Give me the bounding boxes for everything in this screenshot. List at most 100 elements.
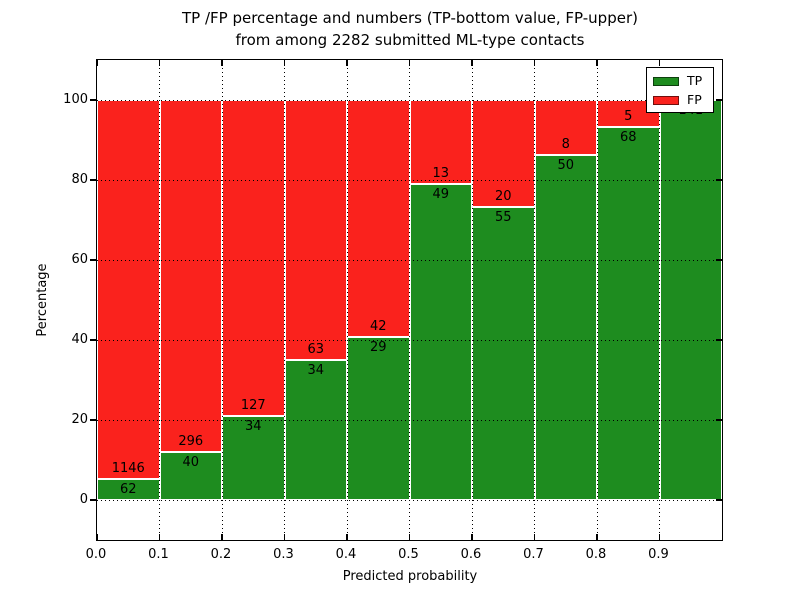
x-tick-mark: [471, 534, 473, 540]
horizontal-gridline: [97, 99, 722, 101]
tp-bar-segment: [597, 127, 660, 500]
tp-count-label: 34: [307, 362, 325, 378]
x-tick-mark: [533, 534, 536, 540]
y-tick-mark: [90, 259, 96, 261]
x-tick-mark-top: [283, 60, 286, 66]
y-tick-mark: [90, 99, 96, 101]
x-tick-mark: [346, 534, 348, 540]
tp-bar-segment: [222, 415, 285, 500]
x-tick-mark-top: [96, 60, 98, 66]
fp-count-label: 13: [432, 165, 450, 181]
x-tick-mark: [408, 534, 411, 540]
y-tick-label: 60: [71, 252, 88, 267]
legend: TP FP: [646, 67, 714, 113]
x-tick-mark-top: [471, 60, 473, 66]
horizontal-gridline: [97, 259, 722, 261]
vertical-gridline: [221, 60, 223, 540]
x-tick-mark: [596, 534, 598, 540]
vertical-gridline: [534, 60, 535, 540]
vertical-gridline: [346, 60, 348, 540]
tp-count-label: 40: [182, 455, 200, 471]
y-tick-label: 40: [71, 332, 88, 347]
y-tick-label: 20: [71, 412, 88, 427]
tp-legend-swatch: [653, 76, 679, 86]
legend-item: TP: [653, 73, 707, 89]
vertical-gridline: [471, 60, 473, 540]
x-tick-mark: [283, 534, 286, 540]
x-tick-mark: [658, 534, 661, 540]
fp-count-label: 8: [561, 137, 570, 153]
fp-count-label: 127: [240, 397, 266, 413]
y-tick-mark: [90, 419, 96, 421]
vertical-gridline: [659, 60, 660, 540]
x-tick-mark-top: [158, 60, 161, 66]
horizontal-gridline: [97, 419, 722, 421]
x-tick-label: 0.8: [585, 547, 607, 562]
x-tick-mark-top: [658, 60, 661, 66]
fp-count-label: 63: [307, 341, 325, 357]
x-tick-mark-top: [596, 60, 598, 66]
legend-label: TP: [687, 73, 703, 88]
vertical-gridline: [596, 60, 598, 540]
tp-count-label: 49: [432, 186, 450, 202]
tp-bar-segment: [284, 359, 347, 500]
fp-bar-segment: [159, 100, 222, 453]
chart-title-line2: from among 2282 submitted ML-type contac…: [235, 31, 585, 49]
horizontal-gridline: [97, 339, 722, 341]
vertical-gridline: [159, 60, 160, 540]
fp-count-label: 296: [178, 434, 204, 450]
y-tick-label: 0: [79, 492, 88, 507]
plot-area: 1146622964012734633442291349205585056814…: [90, 59, 723, 541]
x-tick-label: 0.2: [210, 547, 232, 562]
fp-bar-segment: [347, 100, 410, 337]
tp-bar-segment: [159, 452, 222, 500]
fp-count-label: 1146: [111, 461, 145, 477]
tp-bar-segment: [409, 183, 472, 500]
x-tick-label: 0.9: [648, 547, 669, 562]
fp-count-label: 20: [494, 188, 512, 204]
legend-item: FP: [653, 92, 707, 108]
tp-count-label: 50: [557, 158, 575, 174]
tp-bar-segment: [472, 206, 535, 500]
y-tick-mark-right: [716, 499, 722, 501]
x-tick-label: 0.5: [398, 547, 419, 562]
tp-count-label: 62: [119, 482, 137, 498]
horizontal-gridline: [97, 179, 722, 181]
fp-bar-segment: [409, 100, 472, 184]
tp-bar-segment: [347, 336, 410, 500]
y-tick-label: 100: [63, 92, 88, 107]
tp-count-label: 29: [369, 339, 387, 355]
y-axis-label: Percentage: [35, 263, 50, 337]
x-tick-mark-top: [221, 60, 223, 66]
y-tick-mark-right: [716, 259, 722, 261]
x-tick-mark: [96, 534, 98, 540]
fp-count-label: 42: [369, 318, 387, 334]
x-tick-mark: [158, 534, 161, 540]
fp-count-label: 5: [624, 109, 633, 125]
y-tick-mark: [90, 339, 96, 341]
tp-bar-segment: [659, 100, 722, 500]
legend-label: FP: [687, 92, 702, 107]
vertical-gridline: [409, 60, 410, 540]
y-tick-label: 80: [71, 172, 88, 187]
horizontal-gridline: [97, 499, 722, 501]
tp-bar-segment: [534, 155, 597, 500]
x-tick-mark: [221, 534, 223, 540]
x-axis-label: Predicted probability: [342, 569, 478, 584]
fp-legend-swatch: [653, 95, 679, 105]
tp-count-label: 55: [494, 209, 512, 225]
x-tick-label: 0.4: [335, 547, 357, 562]
y-tick-mark: [90, 179, 96, 181]
fp-bar-segment: [284, 100, 347, 360]
y-tick-mark-right: [716, 179, 722, 181]
tp-count-label: 68: [619, 130, 637, 146]
x-tick-mark-top: [346, 60, 348, 66]
fp-bar-segment: [222, 100, 285, 416]
x-tick-label: 0.0: [85, 547, 107, 562]
x-tick-label: 0.7: [523, 547, 544, 562]
vertical-gridline: [284, 60, 285, 540]
chart-title-line1: TP /FP percentage and numbers (TP-bottom…: [182, 9, 638, 27]
x-tick-label: 0.1: [148, 547, 169, 562]
y-tick-mark-right: [716, 99, 722, 101]
